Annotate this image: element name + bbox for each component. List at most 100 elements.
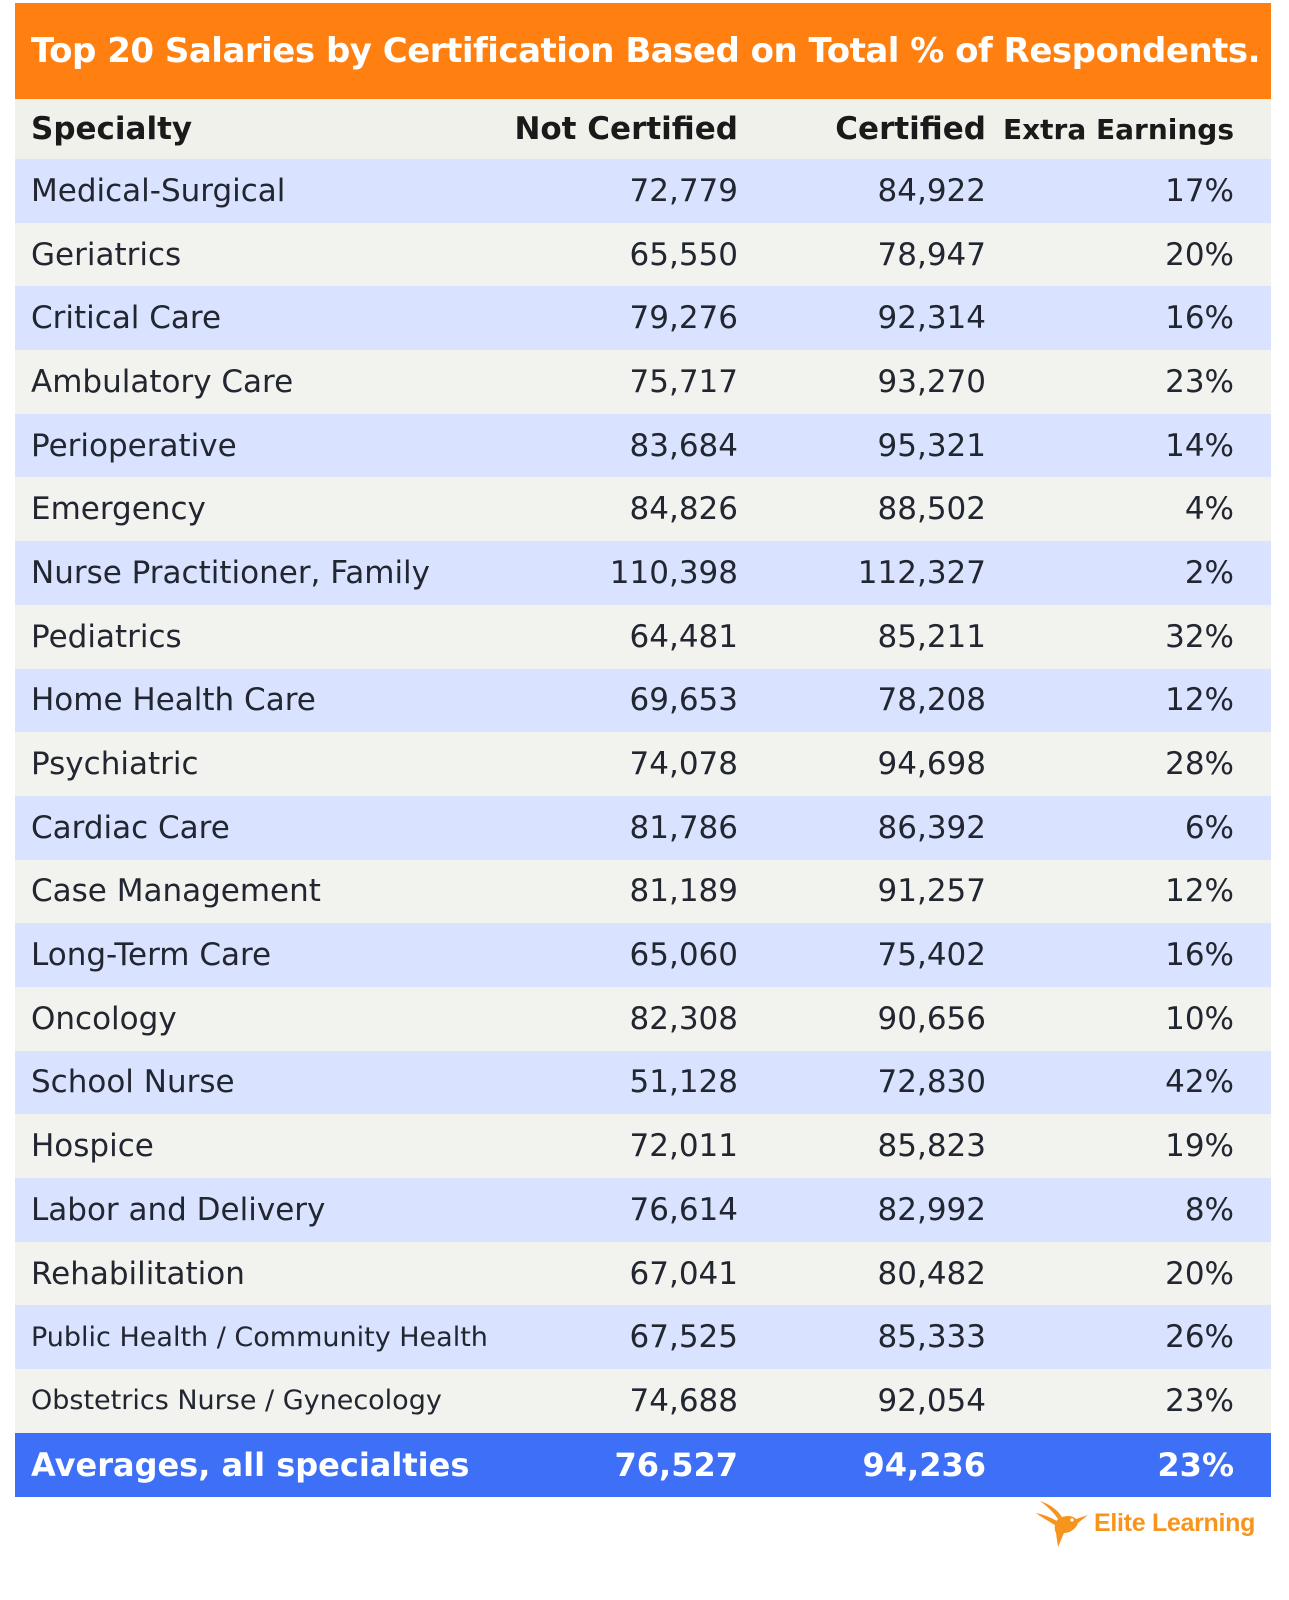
table-row: Obstetrics Nurse / Gynecology 74,688 92,05… <box>15 1369 1271 1433</box>
extra-earnings-cell: 20% <box>1165 1255 1234 1292</box>
table-row: Long-Term Care 65,060 75,402 16% <box>15 923 1271 987</box>
extra-earnings-cell: 6% <box>1184 809 1234 846</box>
not-certified-cell: 72,779 <box>629 172 738 209</box>
column-header-extra-earnings: Extra Earnings <box>1002 112 1234 146</box>
specialty-cell: Obstetrics Nurse / Gynecology <box>31 1385 442 1417</box>
extra-earnings-cell: 12% <box>1165 873 1234 910</box>
table-row: Case Management 81,189 91,257 12% <box>15 859 1271 924</box>
certified-cell: 94,698 <box>877 746 986 783</box>
table-row: Ambulatory Care 75,717 93,270 23% <box>15 350 1271 414</box>
certified-cell: 85,823 <box>877 1128 986 1165</box>
extra-earnings-cell: 23% <box>1165 363 1234 400</box>
table-row: Perioperative 83,684 95,321 14% <box>15 413 1271 478</box>
certified-cell: 85,333 <box>877 1319 986 1356</box>
specialty-cell: Public Health / Community Health <box>31 1321 488 1353</box>
specialty-cell: Ambulatory Care <box>31 363 294 400</box>
extra-earnings-cell: 20% <box>1165 236 1234 273</box>
extra-earnings-cell: 16% <box>1165 937 1234 974</box>
not-certified-cell: 51,128 <box>629 1064 738 1101</box>
column-header-row: Specialty Not Certified Certified Extra … <box>15 99 1271 159</box>
averages-extra-earnings: 23% <box>1157 1445 1234 1484</box>
column-header-certified: Certified <box>835 111 986 147</box>
averages-not-certified: 76,527 <box>614 1445 738 1484</box>
extra-earnings-cell: 4% <box>1184 491 1234 528</box>
certified-cell: 92,314 <box>877 300 986 337</box>
extra-earnings-cell: 14% <box>1165 427 1234 464</box>
specialty-cell: School Nurse <box>31 1064 235 1101</box>
specialty-cell: Nurse Practitioner, Family <box>31 554 431 591</box>
table-row: Rehabilitation 67,041 80,482 20% <box>15 1241 1271 1306</box>
specialty-cell: Hospice <box>31 1128 154 1165</box>
extra-earnings-cell: 19% <box>1165 1128 1234 1165</box>
extra-earnings-cell: 26% <box>1165 1319 1234 1356</box>
certified-cell: 75,402 <box>877 937 986 974</box>
not-certified-cell: 84,826 <box>629 491 738 528</box>
table-row: Oncology 82,308 90,656 10% <box>15 986 1271 1051</box>
column-header-specialty: Specialty <box>31 111 193 147</box>
averages-certified: 94,236 <box>862 1445 986 1484</box>
not-certified-cell: 67,041 <box>629 1255 738 1292</box>
not-certified-cell: 81,786 <box>629 809 738 846</box>
specialty-cell: Critical Care <box>31 300 222 337</box>
not-certified-cell: 110,398 <box>609 554 738 591</box>
salary-table: Top 20 Salaries by Certification Based o… <box>15 3 1271 1497</box>
not-certified-cell: 69,653 <box>629 682 738 719</box>
not-certified-cell: 65,060 <box>629 937 738 974</box>
not-certified-cell: 74,078 <box>629 746 738 783</box>
hummingbird-icon <box>1036 1501 1088 1547</box>
table-row: Public Health / Community Health 67,525 85… <box>15 1305 1271 1370</box>
extra-earnings-cell: 16% <box>1165 300 1234 337</box>
not-certified-cell: 67,525 <box>629 1319 738 1356</box>
not-certified-cell: 76,614 <box>629 1191 738 1228</box>
certified-cell: 90,656 <box>877 1000 986 1037</box>
table-row: Critical Care 79,276 92,314 16% <box>15 286 1271 351</box>
elite-learning-logo: Elite Learning <box>1034 1495 1255 1551</box>
certified-cell: 92,054 <box>877 1382 986 1419</box>
specialty-cell: Home Health Care <box>31 682 316 719</box>
extra-earnings-cell: 8% <box>1184 1191 1234 1228</box>
certified-cell: 82,992 <box>877 1191 986 1228</box>
table-row: Emergency 84,826 88,502 4% <box>15 477 1271 542</box>
table-row: Nurse Practitioner, Family 110,398 112,327… <box>15 541 1271 605</box>
specialty-cell: Long-Term Care <box>31 937 272 974</box>
certified-cell: 80,482 <box>877 1255 986 1292</box>
table-row: Cardiac Care 81,786 86,392 6% <box>15 795 1271 860</box>
table-title: Top 20 Salaries by Certification Based o… <box>15 3 1271 99</box>
specialty-cell: Perioperative <box>31 427 237 464</box>
table-row: Geriatrics 65,550 78,947 20% <box>15 222 1271 287</box>
not-certified-cell: 74,688 <box>629 1382 738 1419</box>
specialty-cell: Case Management <box>31 873 321 910</box>
logo-text: Elite Learning <box>1094 1508 1256 1537</box>
certified-cell: 88,502 <box>877 491 986 528</box>
extra-earnings-cell: 12% <box>1165 682 1234 719</box>
specialty-cell: Emergency <box>31 491 206 528</box>
table-row: Home Health Care 69,653 78,208 12% <box>15 668 1271 733</box>
specialty-cell: Pediatrics <box>31 618 182 655</box>
table-row: Pediatrics 64,481 85,211 32% <box>15 604 1271 669</box>
certified-cell: 78,947 <box>877 236 986 273</box>
averages-row: Averages, all specialties 76,527 94,236 … <box>15 1432 1271 1497</box>
certified-cell: 84,922 <box>877 172 986 209</box>
certified-cell: 93,270 <box>877 363 986 400</box>
extra-earnings-cell: 32% <box>1165 618 1234 655</box>
certified-cell: 91,257 <box>877 873 986 910</box>
table-row: Medical-Surgical 72,779 84,922 17% <box>15 159 1271 223</box>
not-certified-cell: 75,717 <box>629 363 738 400</box>
specialty-cell: Psychiatric <box>31 746 199 783</box>
specialty-cell: Cardiac Care <box>31 809 230 846</box>
certified-cell: 85,211 <box>877 618 986 655</box>
extra-earnings-cell: 23% <box>1165 1382 1234 1419</box>
certified-cell: 86,392 <box>877 809 986 846</box>
extra-earnings-cell: 28% <box>1165 746 1234 783</box>
table-row: Psychiatric 74,078 94,698 28% <box>15 732 1271 796</box>
extra-earnings-cell: 42% <box>1165 1064 1234 1101</box>
extra-earnings-cell: 2% <box>1184 554 1234 591</box>
table-row: School Nurse 51,128 72,830 42% <box>15 1050 1271 1115</box>
not-certified-cell: 82,308 <box>629 1000 738 1037</box>
not-certified-cell: 83,684 <box>629 427 738 464</box>
not-certified-cell: 72,011 <box>629 1128 738 1165</box>
averages-label: Averages, all specialties <box>31 1445 470 1484</box>
specialty-cell: Rehabilitation <box>31 1255 245 1292</box>
specialty-cell: Oncology <box>31 1000 177 1037</box>
specialty-cell: Medical-Surgical <box>31 172 286 209</box>
